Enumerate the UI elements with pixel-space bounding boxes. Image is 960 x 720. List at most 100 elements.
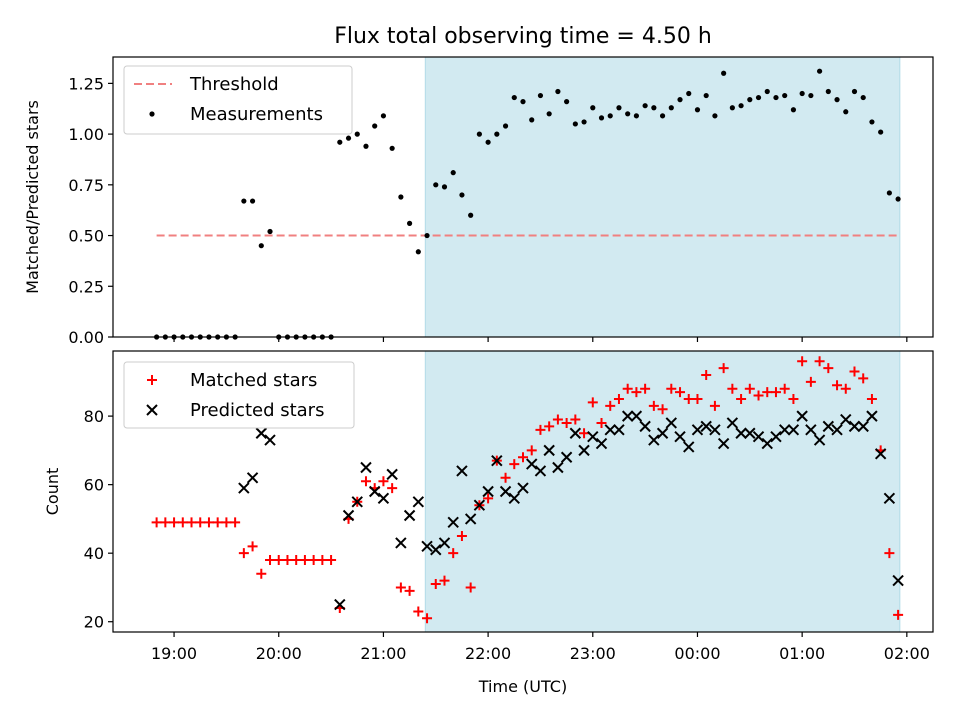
data-point bbox=[761, 437, 773, 450]
data-point bbox=[858, 373, 869, 384]
data-point bbox=[151, 517, 162, 528]
x-tick-label: 23:00 bbox=[570, 644, 616, 663]
data-point bbox=[544, 421, 555, 432]
data-point bbox=[752, 430, 765, 443]
data-point bbox=[395, 537, 407, 549]
data-point bbox=[648, 434, 660, 446]
data-point bbox=[805, 376, 816, 387]
x-tick-label: 00:00 bbox=[674, 644, 720, 663]
data-point bbox=[782, 92, 788, 99]
data-point bbox=[372, 123, 378, 129]
data-point bbox=[552, 414, 563, 425]
data-point bbox=[718, 363, 729, 374]
data-point bbox=[834, 97, 840, 103]
data-point bbox=[264, 434, 276, 446]
data-point bbox=[717, 437, 730, 450]
y-tick-label: 80 bbox=[84, 407, 104, 426]
data-point bbox=[816, 68, 823, 74]
data-point bbox=[337, 139, 343, 145]
top-panel: 0.00 0.25 0.50 0.75 1.00 1.25 Matched/Predicte… bbox=[23, 56, 934, 347]
data-point bbox=[613, 424, 625, 436]
data-point bbox=[762, 387, 773, 398]
legend-marker bbox=[147, 375, 157, 385]
data-point bbox=[406, 220, 413, 226]
y-tick-label: 1.25 bbox=[68, 74, 104, 93]
data-point bbox=[403, 509, 416, 522]
data-point bbox=[404, 585, 415, 596]
data-point bbox=[712, 113, 718, 119]
data-point bbox=[485, 139, 491, 145]
x-tick-label: 02:00 bbox=[884, 644, 930, 663]
data-point bbox=[691, 424, 704, 436]
data-point bbox=[631, 387, 642, 398]
data-point bbox=[701, 369, 712, 380]
data-point bbox=[378, 476, 389, 487]
data-point bbox=[398, 194, 404, 200]
data-point bbox=[354, 131, 360, 137]
data-point bbox=[552, 461, 564, 474]
data-point bbox=[849, 366, 860, 377]
y-tick-label: 40 bbox=[84, 544, 104, 563]
data-point bbox=[604, 424, 616, 436]
data-point bbox=[808, 92, 814, 99]
data-point bbox=[727, 383, 738, 394]
data-point bbox=[273, 555, 284, 566]
data-point bbox=[703, 92, 709, 99]
data-point bbox=[267, 228, 273, 235]
data-point bbox=[677, 97, 683, 103]
data-point bbox=[726, 417, 739, 429]
data-point bbox=[238, 548, 249, 559]
data-point bbox=[387, 483, 398, 494]
data-point bbox=[511, 94, 517, 101]
data-point bbox=[797, 356, 808, 367]
legend-box bbox=[123, 65, 353, 135]
data-point bbox=[473, 499, 486, 511]
data-point bbox=[700, 420, 712, 433]
data-point bbox=[738, 103, 744, 109]
data-point bbox=[805, 424, 817, 436]
data-point bbox=[787, 424, 800, 436]
data-point bbox=[491, 454, 503, 467]
data-point bbox=[255, 427, 268, 439]
data-point bbox=[790, 107, 797, 113]
data-point bbox=[265, 555, 276, 566]
data-point bbox=[326, 555, 337, 566]
data-point bbox=[729, 105, 735, 111]
data-point bbox=[822, 420, 835, 433]
data-point bbox=[832, 380, 843, 391]
data-point bbox=[753, 390, 764, 401]
data-point bbox=[840, 413, 852, 426]
data-point bbox=[334, 598, 346, 611]
data-point bbox=[883, 492, 896, 505]
data-point bbox=[564, 99, 570, 105]
data-point bbox=[537, 92, 544, 99]
data-point bbox=[560, 451, 573, 463]
data-point bbox=[895, 196, 901, 202]
legend: Matched stars Predicted stars bbox=[123, 361, 355, 429]
legend: Threshold Measurements bbox=[123, 65, 353, 135]
data-point bbox=[843, 109, 849, 115]
data-point bbox=[395, 582, 406, 593]
data-point bbox=[456, 465, 468, 477]
data-point bbox=[581, 119, 587, 125]
data-point bbox=[561, 417, 572, 428]
data-point bbox=[430, 544, 442, 556]
data-point bbox=[668, 105, 674, 111]
data-point bbox=[744, 383, 755, 394]
series-0 bbox=[154, 68, 901, 340]
data-point bbox=[448, 548, 459, 559]
data-point bbox=[709, 400, 720, 411]
y-tick-label: 60 bbox=[84, 476, 104, 495]
data-point bbox=[499, 485, 512, 498]
data-point bbox=[459, 192, 465, 198]
data-point bbox=[509, 459, 520, 470]
data-point bbox=[291, 555, 302, 566]
data-point bbox=[799, 90, 805, 97]
observing-window-span bbox=[424, 350, 901, 633]
data-point bbox=[308, 555, 319, 566]
data-point bbox=[648, 400, 659, 411]
data-point bbox=[500, 472, 511, 483]
data-point bbox=[747, 97, 753, 103]
x-tick-label: 21:00 bbox=[360, 644, 406, 663]
